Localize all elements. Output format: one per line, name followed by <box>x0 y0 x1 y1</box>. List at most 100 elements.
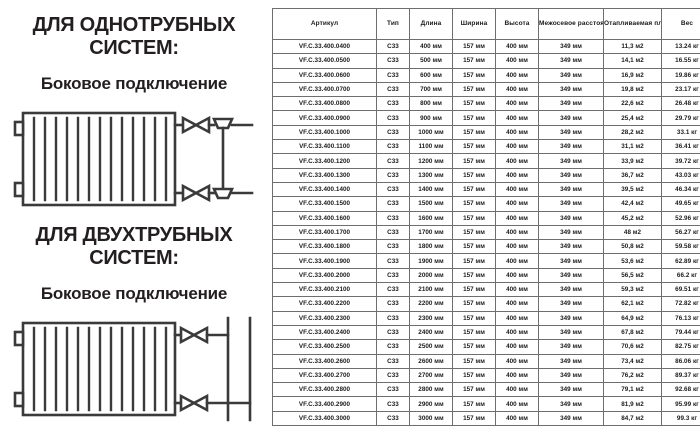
cell-width: 157 мм <box>453 354 496 368</box>
cell-height: 400 мм <box>496 325 539 339</box>
cell-type: C33 <box>377 383 410 397</box>
cell-heated-area: 31,1 м2 <box>604 140 662 154</box>
column-header-type: Тип <box>377 9 410 40</box>
cell-type: C33 <box>377 197 410 211</box>
cell-width: 157 мм <box>453 54 496 68</box>
cell-type: C33 <box>377 125 410 139</box>
cell-article: VF.C.33.400.0500 <box>273 54 377 68</box>
cell-height: 400 мм <box>496 397 539 411</box>
cell-height: 400 мм <box>496 283 539 297</box>
cell-length: 1900 мм <box>410 254 453 268</box>
one-pipe-diagram <box>0 104 268 216</box>
cell-axis-distance: 349 мм <box>539 383 604 397</box>
cell-type: C33 <box>377 97 410 111</box>
cell-weight: 99.3 кг <box>662 411 700 425</box>
cell-heated-area: 28,2 м2 <box>604 125 662 139</box>
cell-height: 400 мм <box>496 354 539 368</box>
cell-width: 157 мм <box>453 240 496 254</box>
cell-article: VF.C.33.400.1500 <box>273 197 377 211</box>
table-header: Артикул Тип Длина Ширина Высота Межосево… <box>273 9 700 40</box>
cell-type: C33 <box>377 311 410 325</box>
cell-article: VF.C.33.400.2500 <box>273 340 377 354</box>
cell-height: 400 мм <box>496 140 539 154</box>
cell-width: 157 мм <box>453 311 496 325</box>
cell-width: 157 мм <box>453 268 496 282</box>
cell-type: C33 <box>377 354 410 368</box>
cell-length: 1800 мм <box>410 240 453 254</box>
cell-width: 157 мм <box>453 325 496 339</box>
section-two-pipe: ДЛЯ ДВУХТРУБНЫХ СИСТЕМ: Боковое подключе… <box>0 224 268 426</box>
cell-weight: 66.2 кг <box>662 268 700 282</box>
cell-heated-area: 59,3 м2 <box>604 283 662 297</box>
column-header-length: Длина <box>410 9 453 40</box>
cell-heated-area: 62,1 м2 <box>604 297 662 311</box>
cell-axis-distance: 349 мм <box>539 283 604 297</box>
cell-article: VF.C.33.400.0700 <box>273 82 377 96</box>
section-one-pipe-title: ДЛЯ ОДНОТРУБНЫХ СИСТЕМ: <box>0 14 268 60</box>
cell-axis-distance: 349 мм <box>539 154 604 168</box>
cell-heated-area: 22,6 м2 <box>604 97 662 111</box>
cell-length: 1500 мм <box>410 197 453 211</box>
cell-length: 1600 мм <box>410 211 453 225</box>
cell-heated-area: 45,2 м2 <box>604 211 662 225</box>
cell-width: 157 мм <box>453 111 496 125</box>
cell-height: 400 мм <box>496 297 539 311</box>
cell-width: 157 мм <box>453 97 496 111</box>
cell-weight: 62.89 кг <box>662 254 700 268</box>
cell-weight: 36.41 кг <box>662 140 700 154</box>
cell-type: C33 <box>377 254 410 268</box>
cell-height: 400 мм <box>496 68 539 82</box>
cell-weight: 92.68 кг <box>662 383 700 397</box>
cell-width: 157 мм <box>453 125 496 139</box>
column-header-height: Высота <box>496 9 539 40</box>
cell-article: VF.C.33.400.1300 <box>273 168 377 182</box>
cell-width: 157 мм <box>453 283 496 297</box>
cell-axis-distance: 349 мм <box>539 97 604 111</box>
cell-width: 157 мм <box>453 197 496 211</box>
cell-axis-distance: 349 мм <box>539 354 604 368</box>
cell-length: 1400 мм <box>410 182 453 196</box>
cell-type: C33 <box>377 340 410 354</box>
cell-heated-area: 50,8 м2 <box>604 240 662 254</box>
radiator-two-pipe-svg <box>0 314 268 426</box>
cell-height: 400 мм <box>496 82 539 96</box>
cell-type: C33 <box>377 111 410 125</box>
cell-heated-area: 19,8 м2 <box>604 82 662 96</box>
cell-length: 900 мм <box>410 111 453 125</box>
cell-length: 3000 мм <box>410 411 453 425</box>
cell-heated-area: 39,5 м2 <box>604 182 662 196</box>
cell-axis-distance: 349 мм <box>539 397 604 411</box>
cell-weight: 69.51 кг <box>662 283 700 297</box>
cell-axis-distance: 349 мм <box>539 211 604 225</box>
cell-type: C33 <box>377 225 410 239</box>
cell-height: 400 мм <box>496 383 539 397</box>
cell-weight: 86.06 кг <box>662 354 700 368</box>
cell-length: 2200 мм <box>410 297 453 311</box>
cell-heated-area: 33,9 м2 <box>604 154 662 168</box>
cell-weight: 82.75 кг <box>662 340 700 354</box>
cell-height: 400 мм <box>496 197 539 211</box>
cell-axis-distance: 349 мм <box>539 68 604 82</box>
cell-type: C33 <box>377 211 410 225</box>
cell-article: VF.C.33.400.2200 <box>273 297 377 311</box>
cell-length: 2400 мм <box>410 325 453 339</box>
cell-heated-area: 67,8 м2 <box>604 325 662 339</box>
cell-weight: 43.03 кг <box>662 168 700 182</box>
cell-type: C33 <box>377 325 410 339</box>
cell-axis-distance: 349 мм <box>539 311 604 325</box>
cell-heated-area: 81,9 м2 <box>604 397 662 411</box>
cell-length: 2300 мм <box>410 311 453 325</box>
cell-weight: 89.37 кг <box>662 368 700 382</box>
cell-width: 157 мм <box>453 340 496 354</box>
